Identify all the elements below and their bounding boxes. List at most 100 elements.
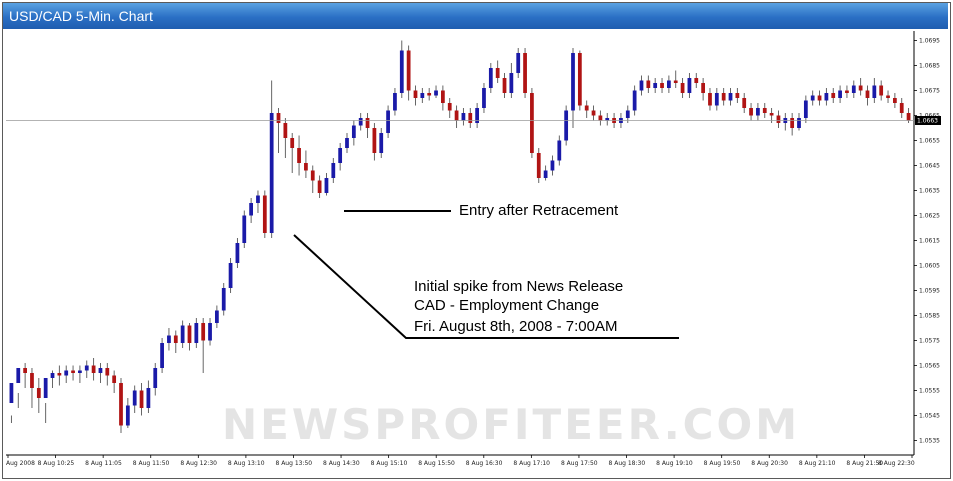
candle-down <box>502 78 507 93</box>
candle-up <box>16 368 21 383</box>
candle-down <box>906 113 911 121</box>
candle-up <box>351 125 356 138</box>
candle-up <box>125 405 130 426</box>
candle-up <box>838 90 842 98</box>
candle-up <box>488 68 493 88</box>
candle-down <box>749 108 753 116</box>
candle-up <box>475 108 480 123</box>
candle-up <box>345 138 349 148</box>
candle-up <box>324 178 329 193</box>
y-tick-label: 1.0585 <box>919 313 940 320</box>
candle-up <box>214 310 219 323</box>
x-tick-label: 8 Aug 17:10 <box>513 460 550 467</box>
candle-down <box>71 370 75 373</box>
candle-up <box>872 85 877 98</box>
candle-down <box>173 335 178 343</box>
candle-up <box>180 325 185 343</box>
candle-up <box>269 113 274 233</box>
y-tick-label: 1.0595 <box>919 288 940 295</box>
y-tick-label: 1.0575 <box>919 338 940 345</box>
candle-down <box>742 98 747 108</box>
candle-down <box>790 118 795 128</box>
candle-up <box>756 108 760 116</box>
candle-up <box>509 73 514 93</box>
candle-down <box>23 368 28 373</box>
candle-down <box>310 170 315 181</box>
watermark: NEWSPROFITEER.COM <box>222 400 800 449</box>
candle-up <box>543 170 548 178</box>
candle-down <box>817 95 822 101</box>
candle-up <box>653 83 658 88</box>
candle-up <box>221 288 226 311</box>
candle-down <box>892 98 897 103</box>
y-tick-label: 1.0625 <box>919 213 940 220</box>
candle-down <box>708 93 712 106</box>
y-tick-label: 1.0545 <box>919 413 940 420</box>
candle-down <box>530 93 534 153</box>
candle-down <box>365 118 370 128</box>
candle-down <box>283 123 288 138</box>
candle-down <box>536 153 541 178</box>
candle-down <box>112 375 117 383</box>
candle-up <box>625 110 630 118</box>
candle-up <box>84 365 89 371</box>
candle-up <box>64 370 69 376</box>
candle-up <box>50 373 55 378</box>
candle-down <box>584 105 589 111</box>
candle-up <box>256 195 260 203</box>
x-tick-label: 8 Aug 21:10 <box>799 460 836 467</box>
y-tick-label: 1.0605 <box>919 263 940 270</box>
candle-down <box>187 325 192 343</box>
candle-up <box>228 263 233 288</box>
candle-down <box>276 113 281 123</box>
x-tick-label: 8 Aug 17:50 <box>561 460 598 467</box>
candle-down <box>36 388 41 398</box>
spike-annotation-line-1: Initial spike from News Release <box>414 278 623 295</box>
candle-up <box>78 370 82 373</box>
candle-down <box>413 90 418 98</box>
y-tick-label: 1.0565 <box>919 363 940 370</box>
candle-down <box>447 103 452 111</box>
spike-annotation-line-3: Fri. August 8th, 2008 - 7:00AM <box>414 318 617 335</box>
candle-up <box>249 203 254 216</box>
candle-up <box>9 383 14 403</box>
candles-group <box>9 40 911 433</box>
candle-up <box>564 110 569 141</box>
candle-up <box>810 95 815 101</box>
candle-down <box>91 365 96 373</box>
candle-down <box>858 85 863 91</box>
candle-up <box>167 335 171 343</box>
candle-up <box>605 118 610 121</box>
candle-down <box>304 163 308 171</box>
candle-up <box>43 378 48 398</box>
candle-up <box>550 160 555 171</box>
x-tick-label: 8 Aug 18:30 <box>609 460 646 467</box>
candle-up <box>399 50 404 93</box>
y-tick-label: 1.0695 <box>919 38 940 45</box>
candle-up <box>208 323 212 341</box>
candle-up <box>338 148 343 163</box>
candle-down <box>762 108 767 113</box>
candle-down <box>776 115 781 123</box>
current-price-label: 1.0663 <box>917 118 938 125</box>
candle-up <box>235 243 240 263</box>
candle-down <box>701 83 706 93</box>
x-tick-label: 8 Aug 21:50 <box>846 460 883 467</box>
candle-up <box>803 100 808 118</box>
candle-down <box>886 95 890 98</box>
candle-up <box>386 110 390 133</box>
candle-up <box>851 85 856 93</box>
candle-down <box>468 113 473 123</box>
candle-down <box>660 83 664 88</box>
candle-up <box>639 80 644 91</box>
spike-annotation-line-2: CAD - Employment Change <box>414 297 599 314</box>
x-tick-label: 8 Aug 12:30 <box>180 460 217 467</box>
candle-up <box>687 78 692 93</box>
candle-up <box>160 343 164 368</box>
candle-down <box>845 90 849 93</box>
candle-up <box>557 140 562 161</box>
y-tick-label: 1.0555 <box>919 388 940 395</box>
candle-down <box>646 80 651 88</box>
candle-down <box>201 323 206 341</box>
